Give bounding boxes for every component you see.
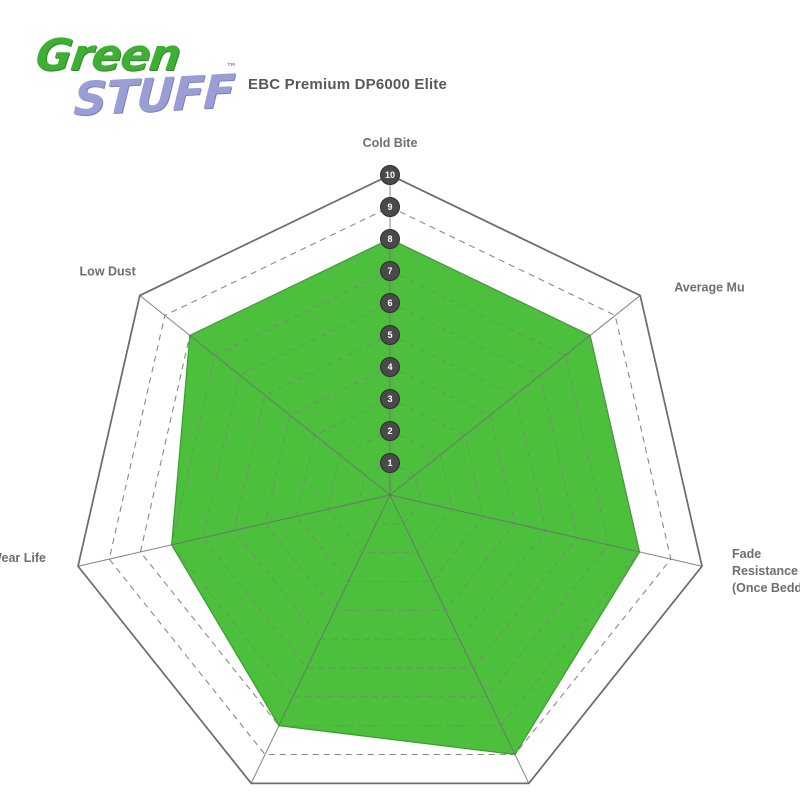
radar-spokes xyxy=(77,174,703,785)
scale-marker-3: 3 xyxy=(380,389,400,409)
grid-ring-overlay-7 xyxy=(171,270,609,698)
axis-spoke-1 xyxy=(389,295,641,496)
axis-label-wear-life: Wear Life xyxy=(0,551,46,565)
scale-marker-9: 9 xyxy=(380,197,400,217)
scale-marker-8: 8 xyxy=(380,229,400,249)
radar-scale-markers: 1 2 3 4 5 6 7 8 9 10 xyxy=(380,165,400,473)
scale-marker-1: 1 xyxy=(380,453,400,473)
scale-marker-10: 10 xyxy=(380,165,400,185)
radar-axis-labels: Cold Bite Average Mu Fade Resistance (Once B… xyxy=(0,136,800,595)
svg-text:10: 10 xyxy=(385,170,395,180)
svg-text:2: 2 xyxy=(387,426,392,436)
scale-marker-5: 5 xyxy=(380,325,400,345)
scale-marker-4: 4 xyxy=(380,357,400,377)
axis-spoke-6 xyxy=(139,295,391,496)
svg-text:8: 8 xyxy=(387,234,392,244)
grid-ring-overlay-5 xyxy=(233,334,547,640)
grid-ring-overlay-6 xyxy=(202,302,578,669)
chart-title: EBC Premium DP6000 Elite xyxy=(248,76,448,93)
svg-text:5: 5 xyxy=(387,330,392,340)
axis-spoke-5 xyxy=(77,494,391,567)
axis-spoke-3 xyxy=(389,494,530,784)
scale-marker-7: 7 xyxy=(380,261,400,281)
svg-text:3: 3 xyxy=(387,394,392,404)
grid-ring-overlay-4 xyxy=(264,366,516,611)
grid-ring-overlay-3 xyxy=(295,398,485,582)
svg-text:4: 4 xyxy=(387,362,392,372)
scale-marker-2: 2 xyxy=(380,421,400,441)
series-area xyxy=(171,238,641,756)
svg-text:1: 1 xyxy=(387,458,392,468)
axis-spoke-4 xyxy=(250,494,391,784)
grid-ring-overlay-2 xyxy=(327,430,453,554)
svg-text:6: 6 xyxy=(387,298,392,308)
axis-label-low-dust: Low Dust xyxy=(80,265,137,279)
svg-text:7: 7 xyxy=(387,266,392,276)
scale-marker-6: 6 xyxy=(380,293,400,313)
grid-ring-overlay-10 xyxy=(77,174,703,785)
axis-label-average-mu: Average Mu xyxy=(674,281,744,295)
axis-label-cold-bite: Cold Bite xyxy=(363,136,418,150)
svg-text:9: 9 xyxy=(387,202,392,212)
grid-ring-overlay-9 xyxy=(108,206,672,755)
radar-series xyxy=(171,238,641,756)
axis-spoke-2 xyxy=(389,494,703,567)
